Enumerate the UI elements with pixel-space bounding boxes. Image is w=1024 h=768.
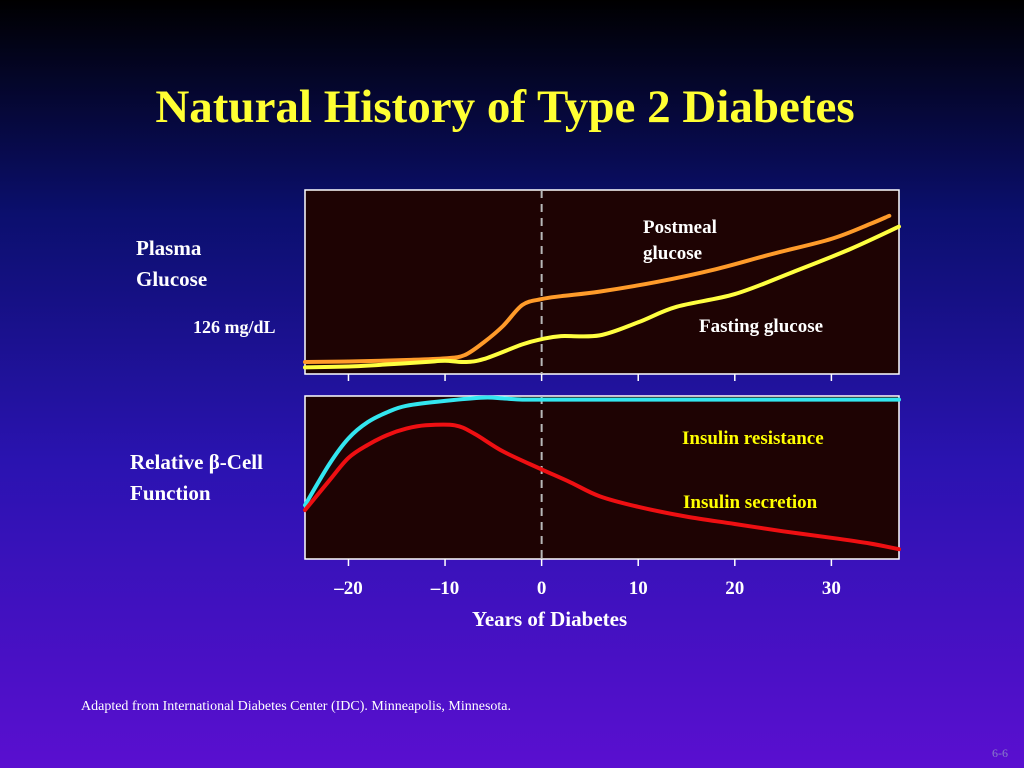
beta-cell-panel: Insulin resistance Insulin secretion	[303, 395, 901, 566]
glucose-panel-ticks	[347, 374, 833, 381]
postmeal-glucose-line	[303, 213, 892, 364]
postmeal-label: Postmeal glucose	[643, 217, 722, 264]
beta-panel-ticks	[347, 559, 833, 566]
x-tick-label: –20	[333, 578, 363, 599]
x-tick-label: 30	[822, 578, 841, 599]
plasma-glucose-label: Plasma Glucose	[136, 233, 207, 295]
threshold-label: 126 mg/dL	[193, 317, 276, 337]
fasting-label: Fasting glucose	[699, 316, 823, 337]
insulin-resistance-line	[303, 395, 901, 508]
insulin-secretion-line	[303, 422, 901, 552]
plasma-label-line-1: Plasma	[136, 236, 202, 260]
source-citation: Adapted from International Diabetes Cent…	[81, 699, 511, 714]
plasma-label-line-2: Glucose	[136, 267, 208, 291]
glucose-panel: Postmeal glucose Fasting glucose	[303, 189, 901, 381]
postmeal-label-line-1: Postmeal	[643, 217, 717, 238]
insulin-secretion-label: Insulin secretion	[683, 492, 818, 513]
postmeal-label-line-2: glucose	[643, 243, 702, 264]
slide-title: Natural History of Type 2 Diabetes	[155, 81, 855, 133]
insulin-resistance-label: Insulin resistance	[682, 428, 824, 449]
x-axis-label: Years of Diabetes	[472, 607, 628, 631]
slide-number: 6-6	[992, 746, 1008, 760]
x-tick-label: 0	[537, 578, 547, 599]
x-tick-label: 20	[725, 578, 744, 599]
beta-label-line-2: Function	[130, 481, 211, 505]
glucose-panel-background	[304, 189, 900, 375]
fasting-glucose-line	[303, 224, 901, 370]
x-tick-label: 10	[629, 578, 648, 599]
x-axis-tick-labels: –20 –10 0 10 20 30	[333, 578, 841, 599]
beta-label-line-1: Relative β-Cell	[130, 450, 263, 474]
beta-cell-function-label: Relative β-Cell Function	[130, 447, 263, 509]
x-tick-label: –10	[430, 578, 460, 599]
